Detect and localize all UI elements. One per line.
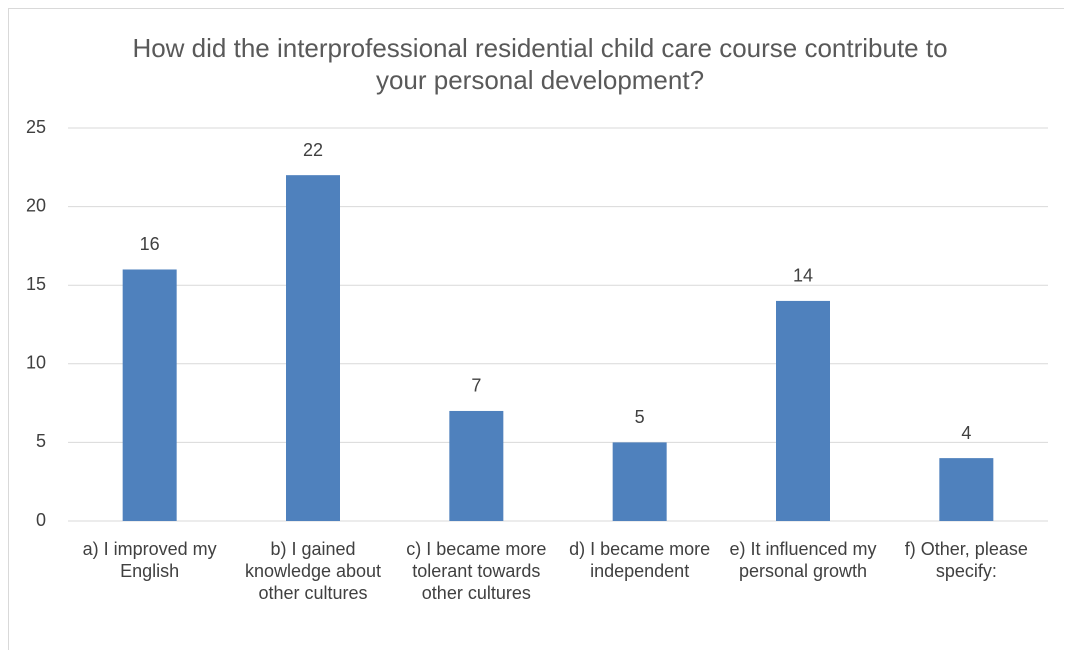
chart-frame xyxy=(8,8,1064,650)
data-label: 22 xyxy=(303,140,323,160)
bar xyxy=(939,458,994,521)
data-label: 5 xyxy=(635,407,645,427)
data-label: 4 xyxy=(961,423,971,443)
y-tick-label: 10 xyxy=(26,353,46,373)
data-label: 16 xyxy=(140,234,160,254)
bar xyxy=(286,175,340,521)
data-label: 14 xyxy=(793,266,813,286)
y-tick-label: 0 xyxy=(36,510,46,530)
data-label: 7 xyxy=(471,376,481,396)
bar xyxy=(122,269,177,521)
x-tick-label: f) Other, please specify: xyxy=(904,539,1028,581)
chart-title: How did the interprofessional residentia… xyxy=(132,33,948,95)
bar xyxy=(612,442,667,521)
y-tick-label: 15 xyxy=(26,274,46,294)
x-tick-label: e) It influenced my personal growth xyxy=(729,539,877,581)
x-tick-label: b) I gained knowledge about other cultur… xyxy=(244,539,382,603)
y-tick-label: 20 xyxy=(26,195,46,215)
y-tick-label: 25 xyxy=(26,117,46,137)
x-tick-label: c) I became more tolerant towards other … xyxy=(406,539,547,603)
bar xyxy=(776,300,830,521)
x-tick-label: d) I became more independent xyxy=(569,539,711,581)
y-tick-label: 5 xyxy=(36,431,46,451)
bar xyxy=(449,410,504,521)
x-tick-label: a) I improved my English xyxy=(82,539,217,581)
